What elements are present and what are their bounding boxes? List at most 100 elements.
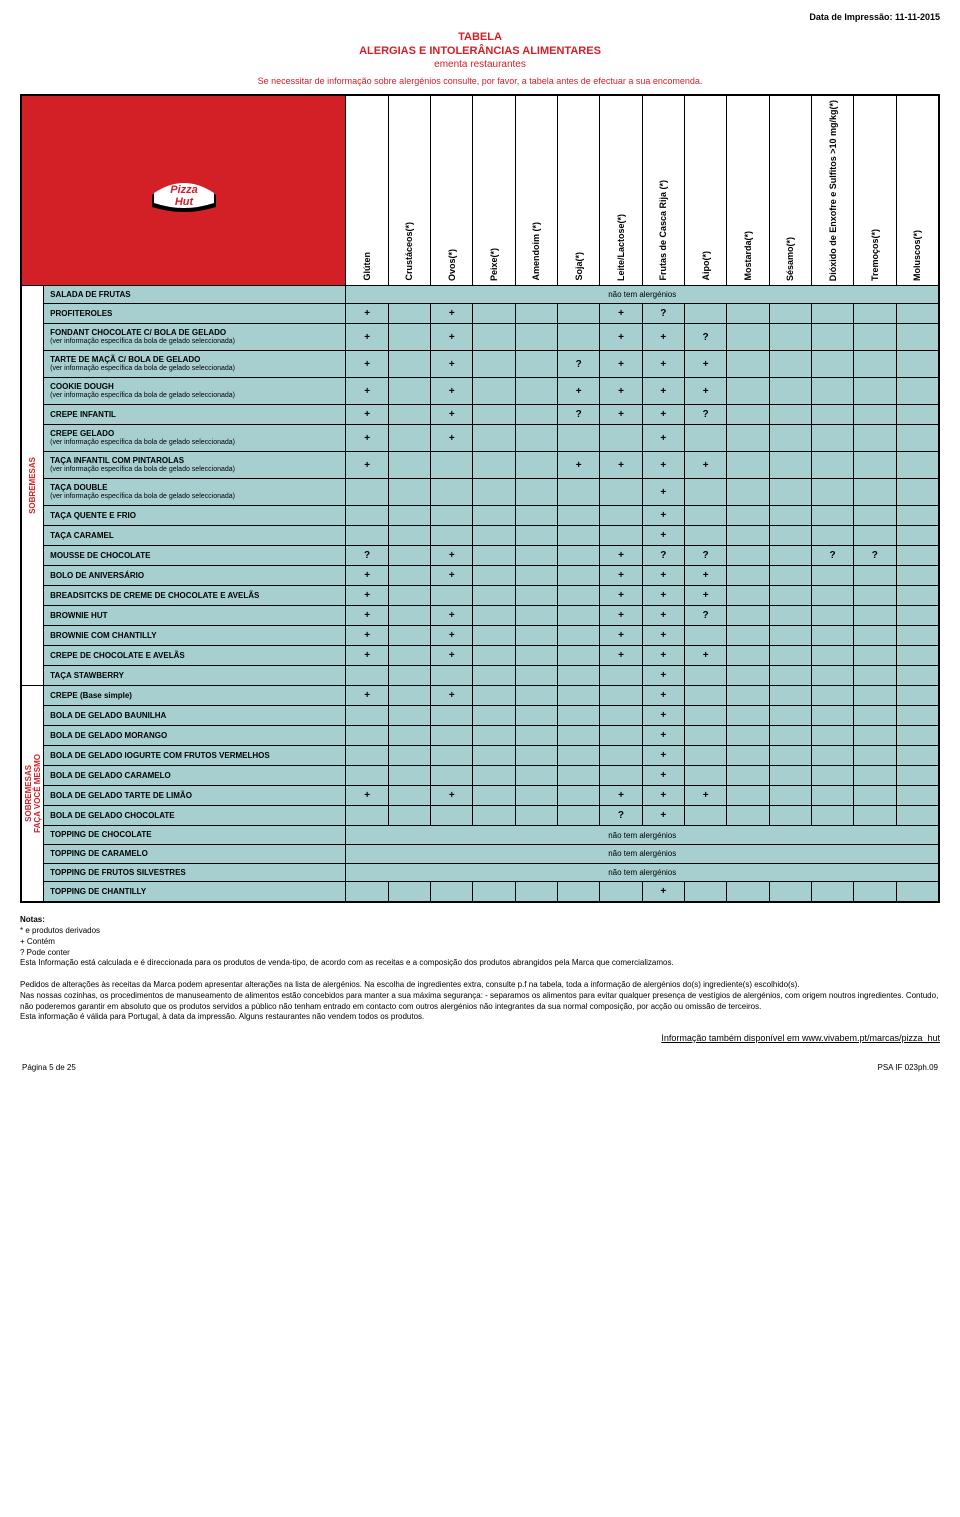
allergen-cell (684, 304, 726, 324)
brand-logo-cell: Pizza Hut (22, 95, 346, 285)
allergen-cell (558, 546, 600, 566)
allergen-cell (515, 425, 557, 452)
allergen-cell: ? (558, 405, 600, 425)
title-line2: ALERGIAS E INTOLERÂNCIAS ALIMENTARES (20, 44, 940, 58)
table-row: FONDANT CHOCOLATE C/ BOLA DE GELADO(ver … (22, 324, 939, 351)
allergen-cell (558, 626, 600, 646)
allergen-cell (558, 586, 600, 606)
allergen-cell: + (600, 324, 642, 351)
allergen-cell (727, 766, 769, 786)
allergen-cell (515, 646, 557, 666)
allergen-cell (515, 526, 557, 546)
allergen-cell: + (642, 646, 684, 666)
allergen-cell (515, 452, 557, 479)
print-date: Data de Impressão: 11-11-2015 (20, 12, 940, 22)
table-row: BOLA DE GELADO MORANGO+ (22, 726, 939, 746)
table-row: BROWNIE HUT++++? (22, 606, 939, 626)
allergen-cell (600, 506, 642, 526)
allergen-cell (684, 726, 726, 746)
allergen-cell (727, 405, 769, 425)
allergen-cell: + (642, 526, 684, 546)
allergen-cell (431, 586, 473, 606)
allergen-cell: + (600, 405, 642, 425)
allergen-cell (854, 726, 896, 746)
svg-text:Hut: Hut (175, 196, 195, 208)
info-link[interactable]: Informação também disponível em www.viva… (20, 1033, 940, 1043)
allergen-cell: + (431, 351, 473, 378)
notes-title: Notas: (20, 915, 940, 926)
allergen-cell (684, 506, 726, 526)
allergen-table: Pizza Hut GlútenCrustáceos(*)Ovos(*)Peix… (21, 95, 939, 903)
allergen-cell (727, 526, 769, 546)
item-name: FONDANT CHOCOLATE C/ BOLA DE GELADO(ver … (44, 324, 346, 351)
allergen-cell (515, 324, 557, 351)
allergen-cell (346, 882, 388, 902)
allergen-cell: + (642, 378, 684, 405)
notes-section: Notas: * e produtos derivados+ Contém? P… (20, 915, 940, 1023)
allergen-cell (769, 425, 811, 452)
allergen-cell: + (642, 882, 684, 902)
allergen-cell (811, 479, 853, 506)
allergen-cell (896, 806, 938, 826)
allergen-cell: + (642, 479, 684, 506)
allergen-cell: + (346, 786, 388, 806)
allergen-cell (896, 304, 938, 324)
allergen-cell (515, 606, 557, 626)
allergen-cell (388, 304, 430, 324)
allergen-cell: + (642, 706, 684, 726)
allergen-column-header: Glúten (346, 95, 388, 285)
item-name: CREPE INFANTIL (44, 405, 346, 425)
allergen-cell: + (684, 586, 726, 606)
item-name: BROWNIE COM CHANTILLY (44, 626, 346, 646)
allergen-cell (854, 304, 896, 324)
allergen-cell (388, 786, 430, 806)
allergen-cell (388, 479, 430, 506)
allergen-cell: ? (642, 546, 684, 566)
allergen-cell (811, 606, 853, 626)
allergen-column-header: Ovos(*) (431, 95, 473, 285)
allergen-cell (896, 882, 938, 902)
allergen-cell: + (346, 606, 388, 626)
allergen-cell (600, 726, 642, 746)
allergen-cell (854, 766, 896, 786)
allergen-cell (684, 666, 726, 686)
allergen-cell: + (642, 606, 684, 626)
allergen-cell: + (431, 566, 473, 586)
allergen-cell (431, 479, 473, 506)
notes-line: Esta informação é válida para Portugal, … (20, 1012, 940, 1023)
item-name: BROWNIE HUT (44, 606, 346, 626)
allergen-cell (431, 666, 473, 686)
allergen-cell (473, 746, 515, 766)
allergen-cell (515, 686, 557, 706)
allergen-cell (346, 806, 388, 826)
allergen-cell (558, 425, 600, 452)
allergen-cell (558, 882, 600, 902)
allergen-cell (769, 566, 811, 586)
allergen-cell: + (642, 686, 684, 706)
table-row: PROFITEROLES+++? (22, 304, 939, 324)
allergen-cell (854, 686, 896, 706)
allergen-cell (388, 526, 430, 546)
allergen-cell (854, 351, 896, 378)
allergen-cell (811, 766, 853, 786)
allergen-cell (854, 806, 896, 826)
allergen-cell (515, 626, 557, 646)
allergen-cell (811, 806, 853, 826)
allergen-cell: + (684, 786, 726, 806)
item-name: TAÇA CARAMEL (44, 526, 346, 546)
table-row: BOLO DE ANIVERSÁRIO+++++ (22, 566, 939, 586)
allergen-cell: ? (684, 324, 726, 351)
allergen-table-wrapper: Pizza Hut GlútenCrustáceos(*)Ovos(*)Peix… (20, 94, 940, 904)
allergen-cell (896, 452, 938, 479)
allergen-cell: + (642, 506, 684, 526)
table-row: BOLA DE GELADO TARTE DE LIMÃO+++++ (22, 786, 939, 806)
allergen-cell (811, 506, 853, 526)
allergen-cell (473, 304, 515, 324)
item-name: BOLA DE GELADO TARTE DE LIMÃO (44, 786, 346, 806)
allergen-cell (600, 526, 642, 546)
allergen-cell (515, 726, 557, 746)
allergen-cell (473, 506, 515, 526)
allergen-cell: + (346, 405, 388, 425)
allergen-column-header: Peixe(*) (473, 95, 515, 285)
item-name: BOLO DE ANIVERSÁRIO (44, 566, 346, 586)
